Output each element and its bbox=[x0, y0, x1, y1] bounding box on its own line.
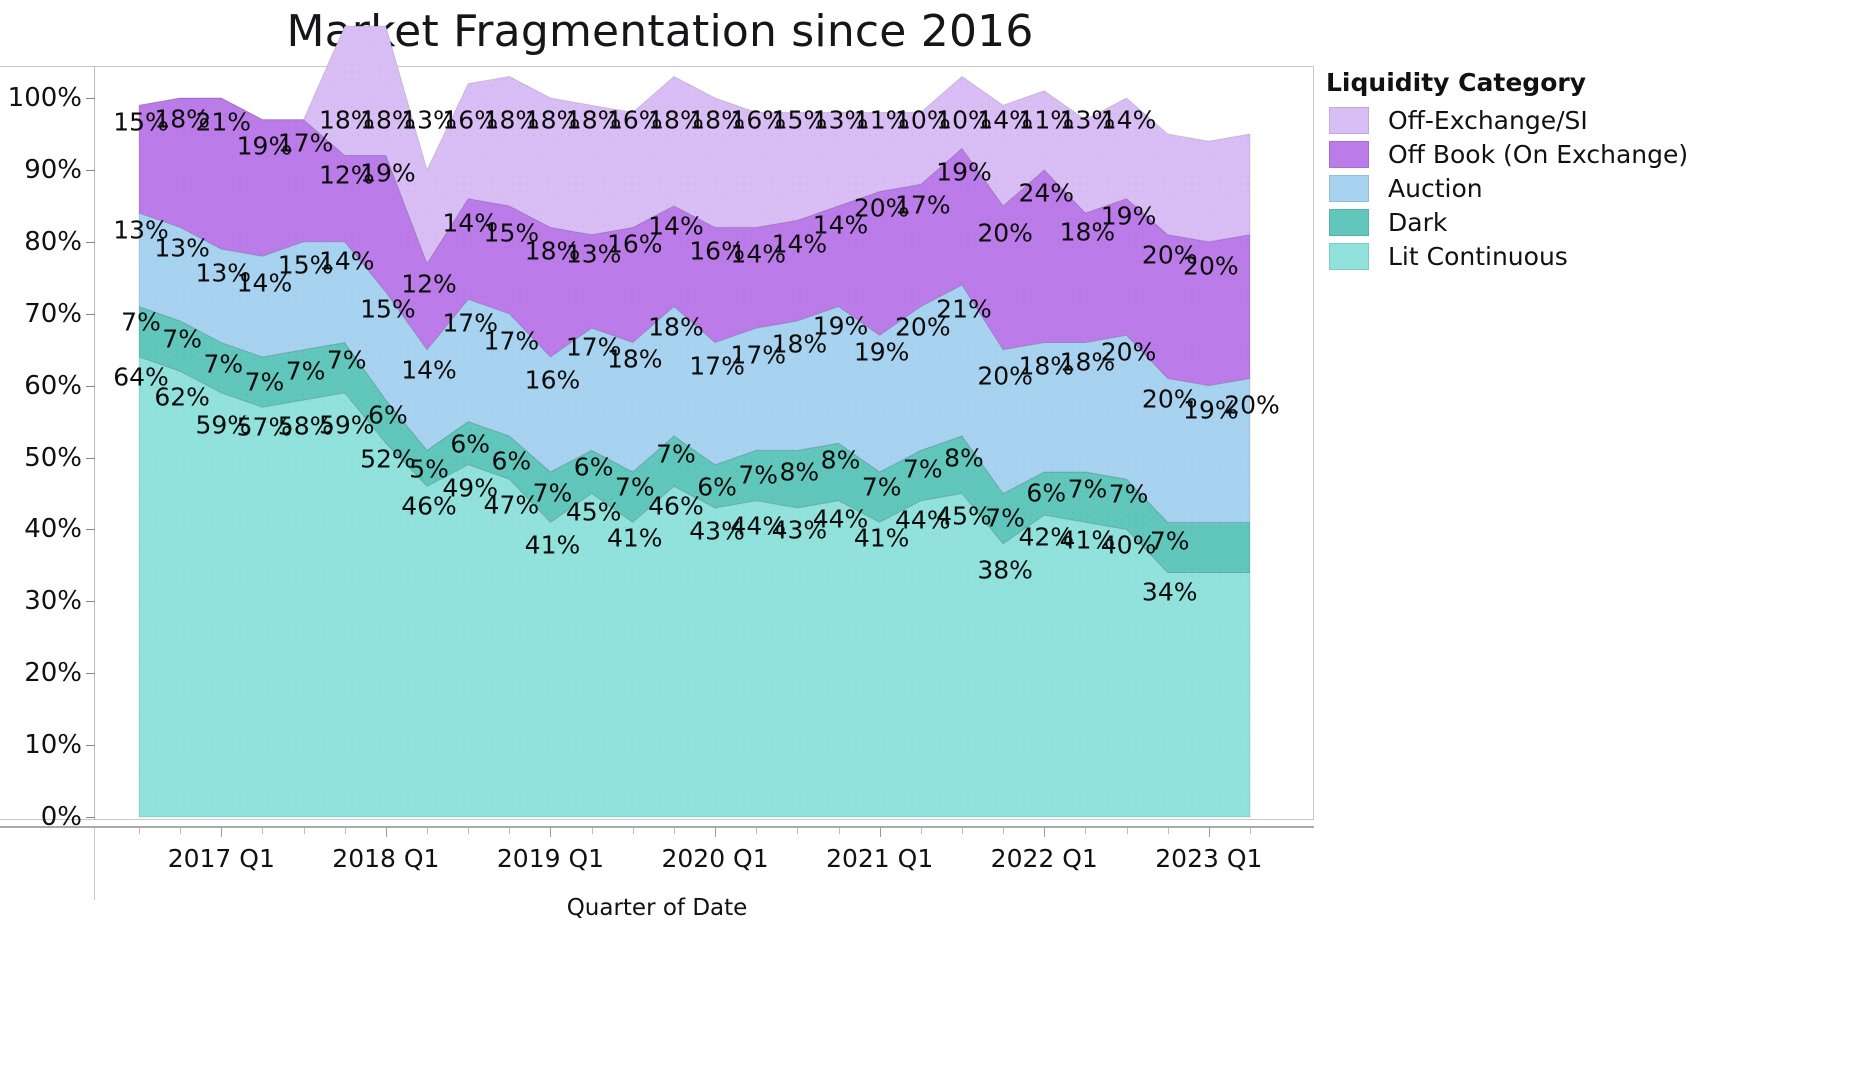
y-axis-tick-mark bbox=[86, 529, 95, 531]
x-axis-major-tick bbox=[715, 828, 717, 837]
x-axis-minor-tick bbox=[1085, 828, 1087, 834]
y-axis-tick-label: 40% bbox=[24, 514, 82, 545]
legend-title: Liquidity Category bbox=[1326, 68, 1586, 97]
x-axis-minor-tick bbox=[139, 828, 140, 834]
y-axis-tick-label: 80% bbox=[24, 226, 82, 257]
x-axis-tick-label: 2022 Q1 bbox=[990, 844, 1098, 873]
y-axis-tick-label: 60% bbox=[24, 370, 82, 401]
x-axis-minor-tick bbox=[797, 828, 799, 834]
y-axis-tick-mark bbox=[86, 601, 95, 603]
x-axis-minor-tick bbox=[344, 828, 346, 834]
area-texture bbox=[139, 356, 1250, 817]
legend-item-label: Auction bbox=[1388, 173, 1483, 203]
y-axis-tick-mark bbox=[86, 313, 95, 315]
legend-item-label: Off-Exchange/SI bbox=[1388, 105, 1588, 135]
legend-item-label: Off Book (On Exchange) bbox=[1388, 139, 1689, 169]
area-texture bbox=[139, 26, 1250, 264]
x-axis-minor-tick bbox=[756, 828, 758, 834]
legend-item[interactable]: Auction bbox=[1325, 171, 1870, 205]
x-axis-title: Quarter of Date bbox=[566, 895, 748, 921]
x-axis-minor-tick bbox=[468, 828, 470, 834]
x-axis-tick-label: 2019 Q1 bbox=[496, 844, 605, 873]
x-axis-major-tick bbox=[550, 828, 552, 837]
legend-color-swatch bbox=[1329, 242, 1369, 270]
x-axis-minor-tick bbox=[262, 828, 264, 834]
x-axis-major-tick bbox=[1044, 828, 1046, 837]
page-title: Market Fragmentation since 2016 bbox=[286, 6, 1034, 57]
legend: Liquidity Category Off-Exchange/SI Off Bo… bbox=[1325, 68, 1870, 273]
legend-item[interactable]: Off Book (On Exchange) bbox=[1325, 137, 1870, 171]
x-axis-minor-tick bbox=[1126, 828, 1128, 834]
x-axis-minor-tick bbox=[632, 828, 634, 834]
y-axis-tick-label: 30% bbox=[24, 586, 82, 617]
x-axis-minor-tick bbox=[673, 828, 675, 834]
x-axis-minor-tick bbox=[591, 828, 593, 834]
x-axis-rule bbox=[0, 826, 1314, 828]
x-axis-tick-label: 2023 Q1 bbox=[1155, 844, 1263, 873]
x-axis-tick-label: 2018 Q1 bbox=[332, 844, 440, 873]
y-axis-line-lower bbox=[94, 828, 95, 900]
y-axis-tick-mark bbox=[86, 673, 95, 675]
legend-color-swatch bbox=[1329, 174, 1369, 202]
y-axis-tick-label: 50% bbox=[24, 442, 82, 473]
y-axis-tick-mark bbox=[86, 457, 95, 459]
x-axis-tick-label: 2017 Q1 bbox=[167, 844, 275, 873]
legend-item[interactable]: Off-Exchange/SI bbox=[1325, 103, 1870, 137]
x-axis-major-tick bbox=[221, 828, 223, 837]
y-axis-tick-mark bbox=[86, 169, 95, 171]
area-texture bbox=[139, 98, 1250, 386]
y-axis-tick-label: 100% bbox=[7, 83, 82, 113]
y-axis-tick-label: 20% bbox=[24, 658, 82, 689]
y-axis-line bbox=[94, 66, 95, 820]
x-axis-minor-tick bbox=[427, 828, 429, 834]
x-axis-minor-tick bbox=[1003, 828, 1005, 834]
y-axis-tick-mark bbox=[86, 241, 95, 243]
x-axis-minor-tick bbox=[920, 828, 922, 834]
x-axis-minor-tick bbox=[303, 828, 305, 834]
y-axis-tick-mark bbox=[86, 745, 95, 747]
x-axis-minor-tick bbox=[838, 828, 840, 834]
y-axis-tick-mark bbox=[86, 817, 95, 818]
x-axis-tick-label: 2021 Q1 bbox=[826, 844, 934, 873]
x-axis-minor-tick bbox=[1167, 828, 1169, 834]
legend-color-swatch bbox=[1329, 208, 1369, 236]
y-axis-tick-label: 70% bbox=[24, 298, 82, 329]
x-axis-minor-tick bbox=[961, 828, 963, 834]
x-axis-minor-tick bbox=[509, 828, 511, 834]
legend-color-swatch bbox=[1329, 140, 1369, 168]
legend-item[interactable]: Lit Continuous bbox=[1325, 239, 1870, 273]
y-axis-tick-label: 90% bbox=[24, 154, 82, 185]
legend-color-swatch bbox=[1329, 106, 1369, 134]
area-texture bbox=[139, 213, 1250, 523]
x-axis-major-tick bbox=[385, 828, 387, 837]
x-axis-major-tick bbox=[1208, 828, 1210, 837]
y-axis-tick-label: 10% bbox=[24, 730, 82, 761]
area-texture bbox=[139, 306, 1250, 573]
x-axis-minor-tick bbox=[180, 828, 182, 834]
legend-rows: Off-Exchange/SI Off Book (On Exchange) Auc… bbox=[1325, 103, 1870, 273]
stacked-area-plot bbox=[138, 25, 1251, 818]
y-axis-tick-mark bbox=[86, 385, 95, 387]
legend-item[interactable]: Dark bbox=[1325, 205, 1870, 239]
x-axis-minor-tick bbox=[1250, 828, 1251, 834]
legend-item-label: Lit Continuous bbox=[1388, 241, 1568, 271]
x-axis-major-tick bbox=[879, 828, 881, 837]
legend-item-label: Dark bbox=[1388, 207, 1448, 237]
y-axis-tick-mark bbox=[86, 98, 95, 99]
x-axis-tick-label: 2020 Q1 bbox=[661, 844, 769, 873]
